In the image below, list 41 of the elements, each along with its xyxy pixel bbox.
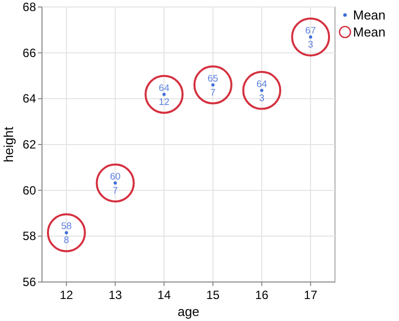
y-tick-label: 68 bbox=[22, 0, 36, 14]
annotation: 12 bbox=[158, 96, 170, 108]
data-label: 60 bbox=[110, 172, 121, 182]
point bbox=[193, 65, 232, 104]
y-tick-label: 58 bbox=[22, 229, 36, 244]
point bbox=[64, 231, 68, 234]
annotation: 3 bbox=[259, 92, 264, 104]
y-tick-label: 62 bbox=[22, 138, 36, 152]
point bbox=[162, 92, 166, 96]
data-label: 67 bbox=[305, 26, 316, 37]
annotation: 8 bbox=[64, 235, 70, 246]
x-tick-label: 14 bbox=[157, 288, 172, 302]
point bbox=[242, 70, 282, 110]
data-label: 64 bbox=[158, 82, 170, 94]
y-tick-label: 56 bbox=[22, 275, 36, 289]
x-tick-label: 13 bbox=[108, 288, 122, 302]
legend-label: Mean bbox=[353, 24, 386, 40]
x-tick-label: 12 bbox=[60, 288, 74, 302]
point bbox=[308, 35, 312, 39]
legend-label: Mean bbox=[353, 8, 386, 22]
x-tick-label: 16 bbox=[255, 288, 269, 302]
x-axis-title: age bbox=[178, 304, 200, 319]
annotation: 3 bbox=[308, 40, 314, 51]
annotation: 7 bbox=[210, 87, 216, 98]
x-tick-label: 17 bbox=[304, 288, 318, 302]
point bbox=[114, 181, 117, 185]
point bbox=[144, 74, 184, 114]
data-label: 58 bbox=[61, 221, 72, 232]
point bbox=[211, 83, 215, 87]
point bbox=[46, 213, 86, 252]
data-label: 64 bbox=[256, 78, 268, 90]
point bbox=[260, 88, 264, 92]
point bbox=[96, 164, 135, 202]
y-tick-label: 64 bbox=[22, 92, 36, 106]
y-axis-title: height bbox=[1, 126, 16, 162]
data-label: 65 bbox=[208, 73, 218, 84]
annotation: 7 bbox=[112, 186, 118, 196]
y-tick-label: 60 bbox=[22, 183, 36, 198]
x-tick-label: 15 bbox=[206, 288, 220, 302]
point bbox=[291, 18, 330, 57]
y-tick-label: 66 bbox=[22, 46, 36, 60]
